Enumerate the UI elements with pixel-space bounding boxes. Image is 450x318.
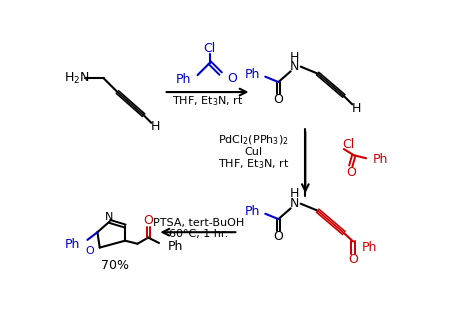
Text: Ph: Ph (244, 205, 260, 218)
Text: 70%: 70% (101, 259, 129, 272)
Text: Ph: Ph (176, 73, 191, 86)
Text: H: H (352, 102, 362, 115)
Text: H: H (151, 120, 161, 133)
Text: O: O (143, 214, 153, 227)
Text: Ph: Ph (361, 241, 377, 254)
Text: N: N (105, 212, 113, 222)
Text: Cl: Cl (342, 138, 355, 151)
Text: H: H (290, 51, 299, 64)
Text: CuI: CuI (245, 147, 263, 157)
Text: O: O (274, 93, 284, 106)
Text: N: N (290, 60, 299, 73)
Text: N: N (290, 197, 299, 210)
Text: O: O (348, 253, 358, 266)
Text: Cl: Cl (204, 42, 216, 55)
Text: Ph: Ph (244, 68, 260, 81)
Text: PTSA, tert-BuOH: PTSA, tert-BuOH (153, 218, 244, 228)
Text: Ph: Ph (64, 238, 80, 251)
Text: H$_2$N: H$_2$N (63, 71, 89, 86)
Text: THF, Et$_3$N, rt: THF, Et$_3$N, rt (218, 157, 289, 170)
Text: THF, Et$_3$N, rt: THF, Et$_3$N, rt (172, 94, 243, 108)
Text: O: O (274, 230, 284, 243)
Text: 60°C, 1 hr.: 60°C, 1 hr. (169, 229, 228, 239)
Text: H: H (290, 187, 299, 200)
Text: O: O (346, 166, 356, 179)
Text: Ph: Ph (167, 239, 183, 252)
Text: O: O (86, 246, 94, 256)
Text: O: O (227, 72, 237, 85)
Text: PdCl$_2$(PPh$_3$)$_2$: PdCl$_2$(PPh$_3$)$_2$ (218, 133, 289, 147)
Text: Ph: Ph (373, 153, 388, 166)
